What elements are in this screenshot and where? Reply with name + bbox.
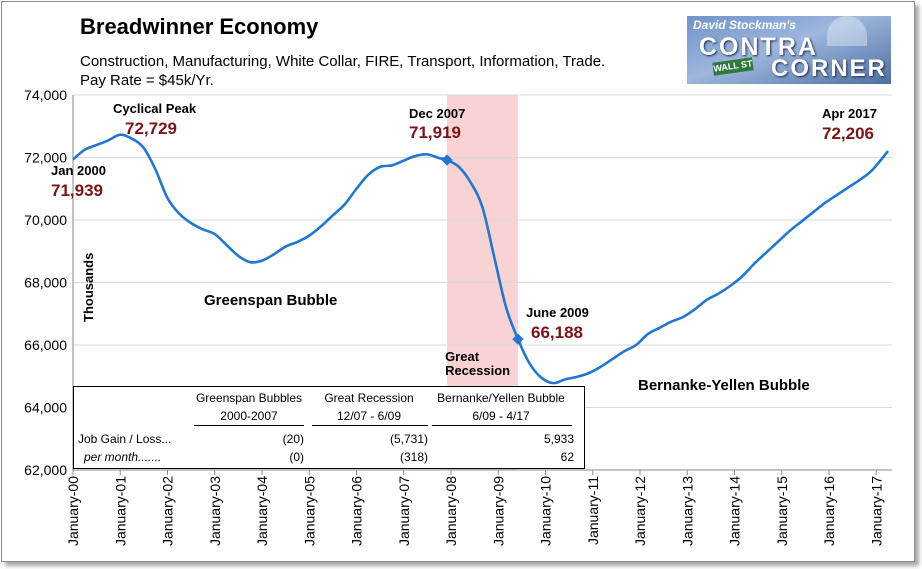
cell-per-month-recession: (318) xyxy=(399,450,428,464)
col-range-recession: 12/07 - 6/09 xyxy=(336,409,402,423)
y-tick-label: 72,000 xyxy=(24,150,67,166)
chart-subtitle: Construction, Manufacturing, White Colla… xyxy=(80,52,605,90)
x-tick-label: January-02 xyxy=(160,476,176,546)
col-header-bernanke-yellen: Bernanke/Yellen Bubble xyxy=(437,391,565,405)
recession-label-line-1: Great xyxy=(445,349,480,364)
y-tick-label: 68,000 xyxy=(24,275,67,291)
point-marker xyxy=(512,333,524,345)
point-marker xyxy=(441,154,453,166)
annotation-value: 66,188 xyxy=(531,323,583,342)
annotation-label: June 2009 xyxy=(526,305,589,320)
logo-line-3: CORNER xyxy=(771,55,888,82)
y-axis-label: Thousands xyxy=(81,253,96,322)
y-tick-label: 66,000 xyxy=(24,337,67,353)
col-header-greenspan: Greenspan Bubbles xyxy=(195,391,303,405)
y-tick-label: 62,000 xyxy=(24,462,67,478)
annotation-value: 72,206 xyxy=(822,124,874,143)
divider xyxy=(194,425,304,426)
annotation-value: 72,729 xyxy=(125,119,177,138)
chart-title: Breadwinner Economy xyxy=(80,14,319,39)
x-tick-label: January-13 xyxy=(679,476,695,546)
x-tick-label: January-10 xyxy=(538,476,554,546)
subtitle-line-1: Construction, Manufacturing, White Colla… xyxy=(80,53,606,70)
annotation-label: Jan 2000 xyxy=(51,163,106,178)
x-tick-label: January-14 xyxy=(727,476,743,546)
annotation-value: 71,939 xyxy=(51,181,103,200)
row-label-job-gain: Job Gain / Loss... xyxy=(78,432,172,446)
y-tick-label: 64,000 xyxy=(24,400,67,416)
x-tick-label: January-03 xyxy=(207,476,223,546)
bernanke-yellen-bubble-label: Bernanke-Yellen Bubble xyxy=(638,377,810,394)
logo-line-1: David Stockman's xyxy=(693,18,796,32)
x-tick-label: January-00 xyxy=(65,476,81,546)
col-header-recession: Great Recession xyxy=(324,391,414,405)
cell-per-month-greenspan: (0) xyxy=(289,450,304,464)
summary-table: Greenspan Bubbles 2000-2007 Great Recess… xyxy=(73,386,585,469)
x-tick-label: January-08 xyxy=(443,476,459,546)
annotation-label: Apr 2017 xyxy=(822,106,877,121)
row-label-per-month: per month....... xyxy=(84,450,162,464)
cell-job-gain-greenspan: (20) xyxy=(282,432,304,446)
x-tick-label: January-15 xyxy=(774,476,790,546)
x-tick-label: January-09 xyxy=(490,476,506,546)
divider xyxy=(432,425,572,426)
y-tick-label: 70,000 xyxy=(24,212,67,228)
recession-label-line-2: Recession xyxy=(445,363,510,378)
annotation-label: Dec 2007 xyxy=(409,106,465,121)
x-tick-label: January-16 xyxy=(821,476,837,546)
capitol-dome-icon xyxy=(827,16,867,46)
annotation-value: 71,919 xyxy=(409,123,461,142)
x-tick-label: January-07 xyxy=(396,476,412,546)
cell-job-gain-recession: (5,731) xyxy=(389,432,428,446)
annotation-label: Cyclical Peak xyxy=(113,101,197,116)
x-tick-label: January-11 xyxy=(585,476,601,545)
cell-job-gain-bernanke-yellen: 5,933 xyxy=(543,432,574,446)
x-tick-label: January-05 xyxy=(301,476,317,546)
subtitle-line-2: Pay Rate = $45k/Yr. xyxy=(80,72,214,89)
contra-corner-logo: David Stockman's CONTRA WALL ST CORNER xyxy=(687,16,891,84)
col-range-bernanke-yellen: 6/09 - 4/17 xyxy=(472,409,530,423)
cell-per-month-bernanke-yellen: 62 xyxy=(560,450,574,464)
logo-line-2: CONTRA xyxy=(699,33,818,61)
col-range-greenspan: 2000-2007 xyxy=(220,409,278,423)
y-tick-label: 74,000 xyxy=(24,87,67,103)
divider xyxy=(312,425,428,426)
greenspan-bubble-label: Greenspan Bubble xyxy=(204,292,337,309)
x-tick-label: January-01 xyxy=(112,476,128,546)
x-tick-label: January-12 xyxy=(632,476,648,546)
series-line xyxy=(72,133,890,385)
x-tick-label: January-06 xyxy=(349,476,365,546)
x-tick-label: January-17 xyxy=(868,476,884,546)
x-tick-label: January-04 xyxy=(254,476,270,546)
